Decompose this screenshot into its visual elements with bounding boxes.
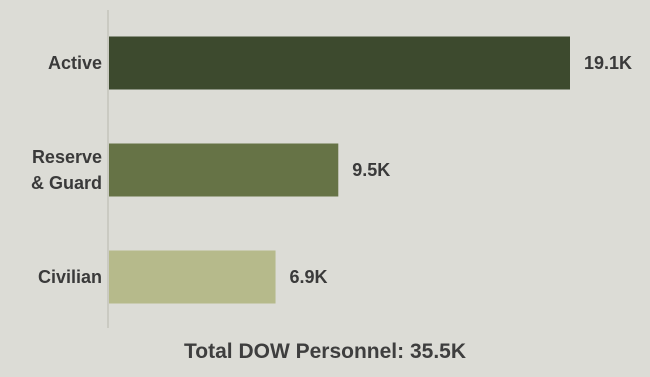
value-label: 6.9K (290, 267, 328, 287)
value-label: 9.5K (352, 160, 390, 180)
category-label: Active (48, 53, 102, 73)
bar-active (109, 36, 570, 90)
category-label: Civilian (38, 267, 102, 287)
bar-civilian (109, 250, 276, 304)
value-label: 19.1K (584, 53, 632, 73)
category-label: Reserve & Guard (31, 147, 102, 193)
bar-reserve (109, 143, 339, 197)
total-personnel-label: Total DOW Personnel: 35.5K (184, 340, 466, 363)
